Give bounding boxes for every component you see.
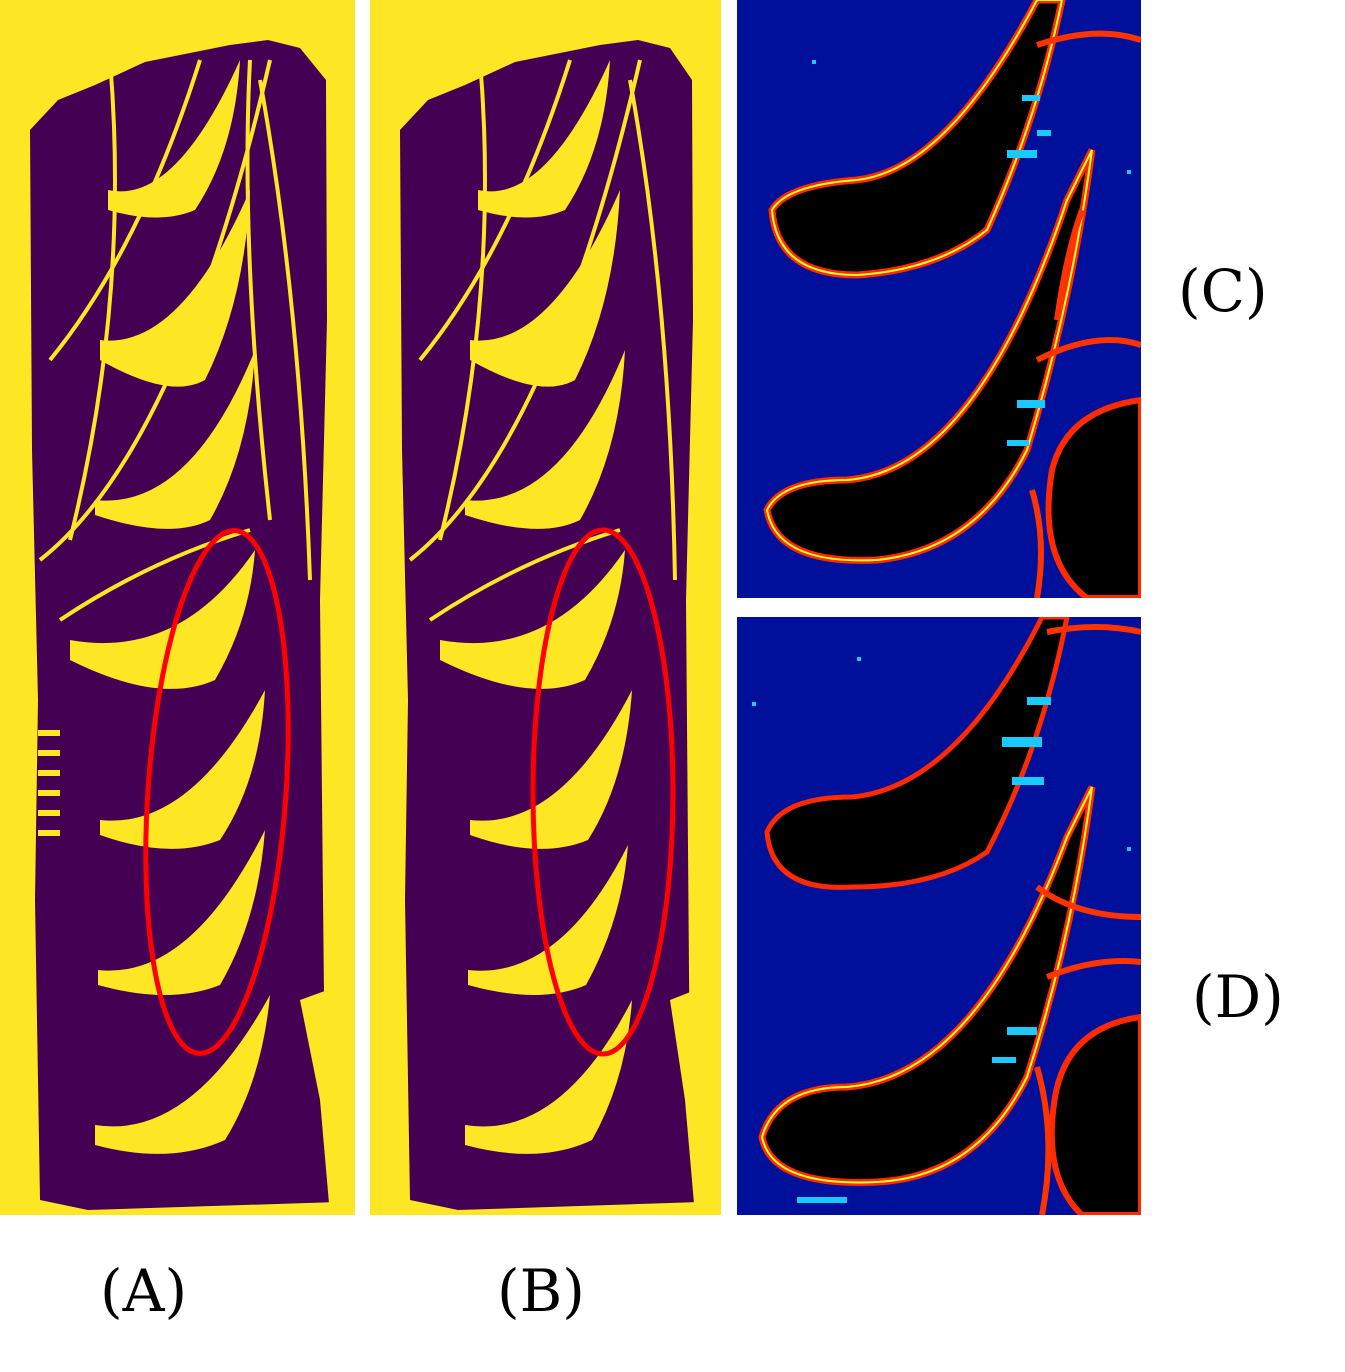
ridge-line [1034,1066,1052,1215]
noise-speck [1127,170,1131,174]
panel-c-label: (C) [1178,257,1268,325]
panel-d-image [737,617,1141,1215]
panel-c-heatmap [737,0,1141,598]
panel-a-image [0,0,355,1215]
highlight-ellipse [530,527,676,1057]
streak-line [58,528,251,622]
noise-speck [1002,737,1042,747]
blade-shape [468,845,628,995]
blade-shape [98,830,265,995]
panel-c-image [737,0,1141,598]
ridge-line [1035,337,1141,363]
comb-tooth [38,790,60,796]
blade-shape [470,190,620,387]
streak-line [258,79,312,581]
noise-speck [812,60,816,64]
blade-shape [470,690,632,849]
panel-b-label: (B) [497,1257,585,1325]
noise-speck [1017,400,1045,408]
lower-right-edge [300,980,355,1215]
streak-line [38,59,272,562]
blade-shape [70,550,255,689]
comb-tooth [38,830,60,836]
blade-shape [95,350,255,529]
lower-right-edge [670,980,721,1215]
streak-line [408,59,642,562]
panel-d-heatmap [737,617,1141,1215]
panel-d-label: (D) [1192,963,1284,1031]
comb-tooth [38,730,60,736]
blade-shape [465,1000,632,1154]
panel-b-image [370,0,721,1215]
blade-shape [108,60,240,218]
noise-speck [1027,697,1051,705]
blade-group [70,60,270,1154]
ridge-line [1054,208,1085,321]
void-edge-inner [765,149,1093,562]
streak-line [628,79,677,581]
blade-shape [478,60,610,218]
ridge-line [1046,624,1141,635]
noise-group [812,60,1131,446]
comb-tooth [38,810,60,816]
noise-speck [1007,150,1037,158]
streak-line [428,528,621,622]
void-edge-inner [770,0,1064,277]
ridge-group [1034,624,1141,1215]
comb-tooth [38,770,60,776]
panel-a-binary-map [0,0,355,1215]
noise-speck [797,1197,847,1203]
blade-shape [100,190,250,387]
highlight-ellipse [143,528,291,1056]
streak-line [48,59,202,362]
void-edge-inner [760,786,1093,1184]
panel-b-binary-map [370,0,721,1215]
noise-speck [1012,777,1044,785]
noise-group [752,657,1131,1203]
blade-shape [465,350,625,529]
streak-line [245,59,272,521]
noise-speck [1022,95,1040,101]
panel-a-label: (A) [100,1257,188,1325]
noise-speck [752,702,756,706]
ridge-line [1036,30,1141,48]
blade-shape [440,550,625,689]
ridge-group [1029,30,1141,598]
ridge-line [1029,489,1044,598]
streak-line [68,59,117,541]
void-region-right [1045,396,1141,598]
blade-group [440,60,632,1154]
noise-speck [1127,847,1131,851]
streak-line [438,59,487,541]
streak-group [38,59,312,622]
noise-speck [1037,130,1051,136]
void-region-right [1048,1013,1141,1215]
noise-speck [992,1057,1016,1063]
comb-group [38,730,60,836]
ridge-line [1045,958,1141,980]
streak-group [408,59,677,622]
blade-shape [100,690,265,849]
streak-line [418,59,572,362]
noise-speck [857,657,861,661]
noise-speck [1007,440,1029,446]
ridge-line [1035,884,1141,920]
noise-speck [1007,1027,1037,1035]
blade-shape [95,995,270,1154]
comb-tooth [38,750,60,756]
